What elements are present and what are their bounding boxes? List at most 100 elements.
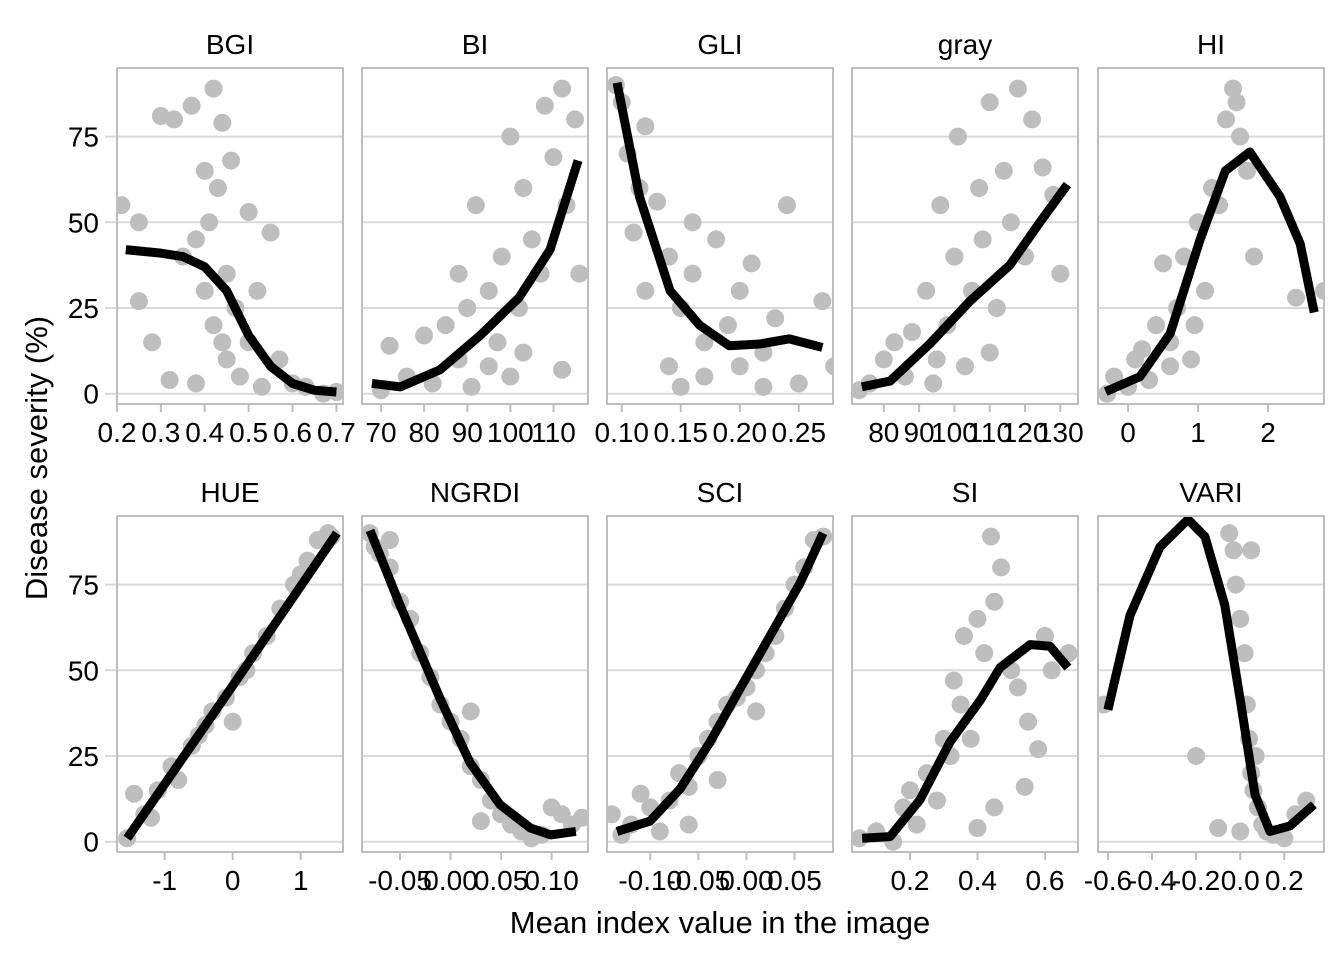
data-point [985, 592, 1004, 611]
x-tick-label: 70 [365, 417, 396, 448]
data-point [182, 96, 201, 115]
x-tick-label: 0.7 [317, 417, 356, 448]
data-point [683, 213, 702, 232]
facet-title: HI [1197, 29, 1225, 60]
x-tick-label: 1 [1190, 417, 1206, 448]
points-layer [118, 524, 341, 848]
x-tick-label: 0.10 [595, 417, 650, 448]
data-point [436, 316, 455, 335]
data-point [1224, 79, 1243, 98]
x-tick-label: 90 [904, 417, 935, 448]
data-point [650, 822, 669, 841]
data-point [944, 671, 963, 690]
data-point [217, 350, 236, 369]
panel-border [361, 515, 589, 853]
data-point [514, 343, 533, 362]
facet-title: SCI [697, 477, 744, 508]
data-point [458, 299, 477, 317]
panel-border [851, 515, 1079, 853]
data-point [1231, 822, 1250, 841]
data-point [208, 179, 227, 197]
data-point [544, 148, 563, 167]
data-point [981, 527, 1000, 546]
data-point [679, 815, 698, 834]
x-tick-label: 2 [1260, 417, 1276, 448]
x-tick-label: 1 [293, 865, 309, 896]
data-point [553, 79, 572, 98]
points-layer [117, 79, 343, 403]
data-point [471, 812, 490, 831]
x-tick-label: 120 [1002, 417, 1049, 448]
data-point [1226, 575, 1245, 594]
facet-panel-vari: VARI -0.6-0.4-0.2 0.0 0.2 [1084, 477, 1325, 896]
data-point [624, 223, 643, 242]
data-point [461, 702, 480, 721]
data-point [1035, 627, 1054, 645]
x-tick-label: 0.6 [1025, 865, 1064, 896]
points-layer [371, 79, 588, 400]
data-point [1315, 281, 1324, 300]
data-point [980, 343, 999, 362]
data-point [968, 609, 987, 628]
data-point [466, 196, 485, 215]
data-point [186, 374, 205, 393]
x-tick-label: 0.05 [767, 865, 822, 896]
x-tick-label: 0.2 [891, 865, 930, 896]
data-point [129, 292, 148, 311]
data-point [945, 247, 964, 266]
points-layer [1098, 79, 1324, 403]
x-tick-label: -0.2 [1172, 865, 1220, 896]
data-point [980, 93, 999, 112]
data-point [1051, 264, 1070, 283]
data-point [994, 161, 1013, 180]
points-layer [607, 527, 833, 844]
x-tick-label: 0.25 [772, 417, 827, 448]
data-point [708, 771, 727, 789]
x-tick-label: -1 [152, 865, 177, 896]
x-tick-label: 0 [1120, 417, 1136, 448]
data-point [1001, 213, 1020, 232]
panel-border [606, 67, 834, 405]
data-point [707, 230, 726, 249]
panel-border [1097, 67, 1325, 405]
data-point [213, 333, 232, 352]
facet-panel-gli: GLI 0.10 0.15 0.20 0.25 [595, 29, 834, 448]
data-point [200, 213, 219, 232]
data-point [222, 151, 241, 170]
data-point [1029, 740, 1048, 759]
data-point [1019, 712, 1038, 731]
facet-title: gray [938, 29, 992, 60]
smooth-line [1103, 516, 1317, 836]
data-point [992, 558, 1011, 577]
data-point [931, 196, 950, 215]
data-point [1227, 93, 1246, 112]
data-point [683, 264, 702, 283]
data-point [380, 531, 399, 549]
data-point [479, 357, 498, 376]
x-tick-label: -0.10 [618, 865, 682, 896]
data-point [129, 213, 148, 232]
smooth-line [1103, 147, 1319, 396]
smooth-line [123, 530, 341, 841]
smooth-line [615, 531, 828, 836]
data-point [874, 350, 893, 369]
data-point [230, 367, 249, 386]
data-point [1008, 678, 1027, 697]
x-tick-label: -0.05 [368, 865, 432, 896]
data-point [1238, 161, 1257, 180]
data-point [492, 247, 511, 266]
data-point [607, 805, 621, 824]
y-tick-label: 0 [83, 827, 99, 858]
panel-border [116, 67, 344, 405]
x-tick-label: 0.5 [229, 417, 268, 448]
x-tick-label: 0.10 [524, 865, 579, 896]
smooth-line [612, 81, 824, 352]
data-point [1042, 661, 1061, 680]
data-point [1275, 829, 1294, 848]
data-point [961, 729, 980, 748]
data-point [1245, 247, 1264, 266]
facet-panel-sci: SCI -0.10-0.050.000.05 [606, 477, 834, 896]
